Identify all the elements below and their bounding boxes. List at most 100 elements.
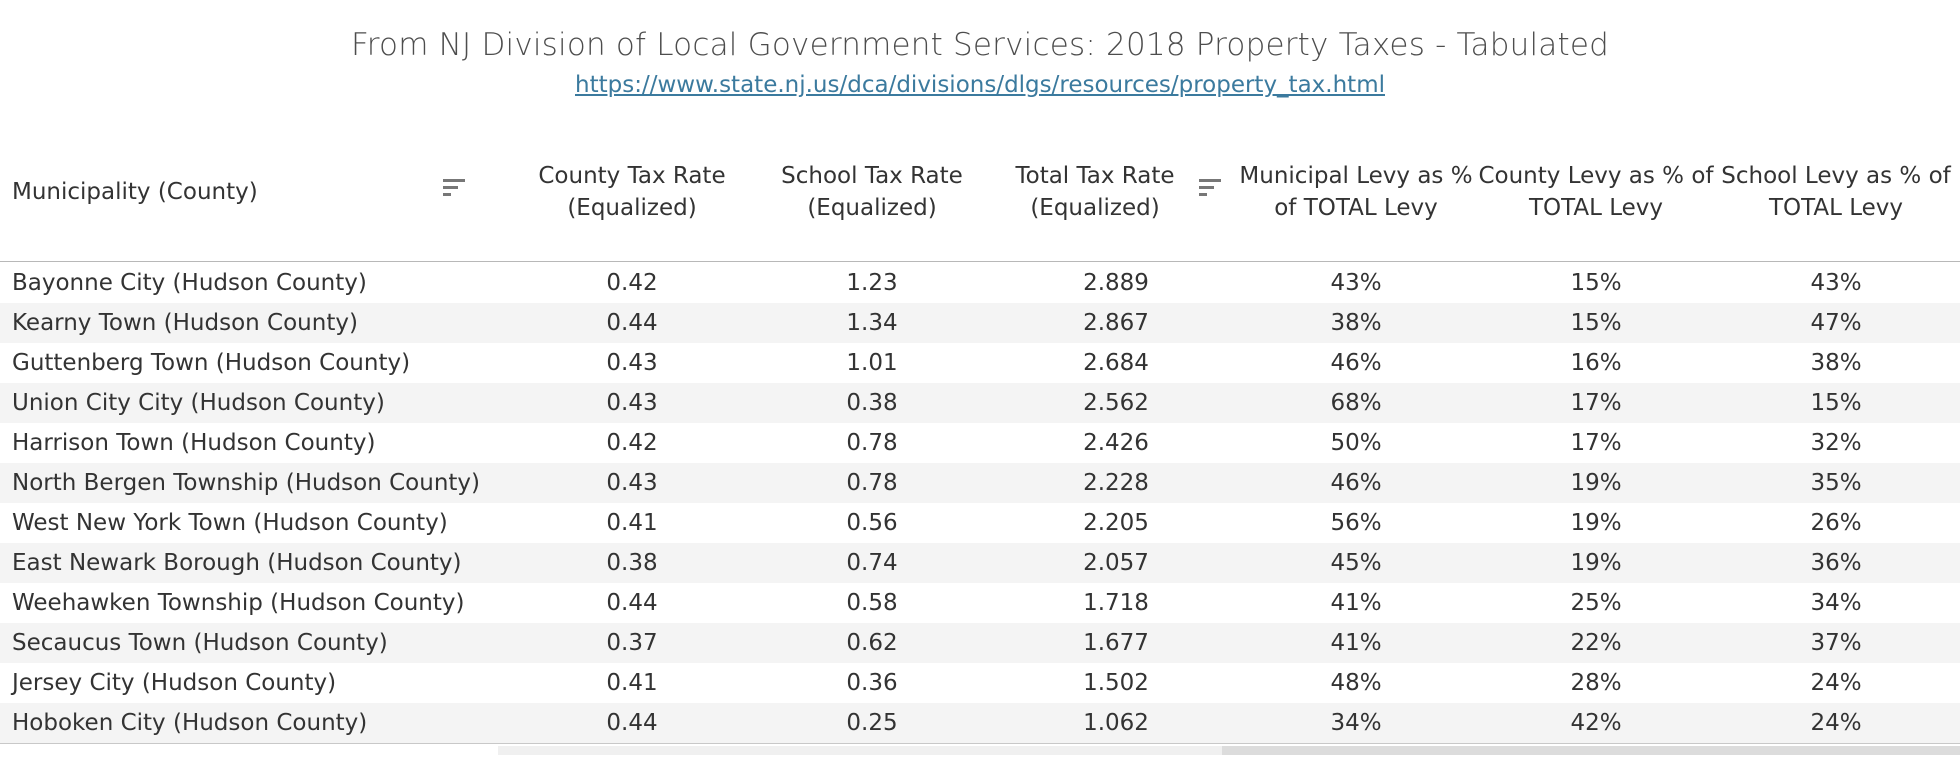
municipal-levy-cell: 68% xyxy=(1330,390,1382,416)
horizontal-scrollbar-thumb[interactable] xyxy=(1222,746,1960,755)
total-tax-rate-cell: 2.057 xyxy=(1083,550,1149,576)
table-row[interactable]: Weehawken Township (Hudson County) 0.44 0.… xyxy=(0,583,1960,623)
column-header-line: County Tax Rate xyxy=(538,163,726,189)
school-levy-cell: 15% xyxy=(1810,390,1862,416)
total-tax-rate-cell: 2.205 xyxy=(1083,510,1149,536)
column-header-school-levy[interactable]: School Levy as % of TOTAL Levy xyxy=(1716,160,1956,224)
column-header-county-tax-rate[interactable]: County Tax Rate (Equalized) xyxy=(522,160,742,224)
school-tax-rate-cell: 0.58 xyxy=(846,590,898,616)
column-header-line: TOTAL Levy xyxy=(1768,195,1904,221)
county-levy-cell: 16% xyxy=(1570,350,1622,376)
county-tax-rate-cell: 0.42 xyxy=(606,430,658,456)
total-tax-rate-cell: 2.562 xyxy=(1083,390,1149,416)
total-tax-rate-cell: 1.062 xyxy=(1083,710,1149,736)
total-tax-rate-cell: 1.718 xyxy=(1083,590,1149,616)
table-row[interactable]: Bayonne City (Hudson County) 0.42 1.23 2.88… xyxy=(0,263,1960,303)
school-tax-rate-cell: 0.56 xyxy=(846,510,898,536)
county-tax-rate-cell: 0.37 xyxy=(606,630,658,656)
municipality-cell: Bayonne City (Hudson County) xyxy=(12,270,367,296)
school-tax-rate-cell: 0.78 xyxy=(846,430,898,456)
school-levy-cell: 37% xyxy=(1810,630,1862,656)
table-row[interactable]: Harrison Town (Hudson County) 0.42 0.78 2.4… xyxy=(0,423,1960,463)
table-row[interactable]: East Newark Borough (Hudson County) 0.38 0… xyxy=(0,543,1960,583)
county-levy-cell: 17% xyxy=(1570,430,1622,456)
sort-descending-icon[interactable] xyxy=(443,177,467,197)
municipality-cell: East Newark Borough (Hudson County) xyxy=(12,550,462,576)
municipality-cell: Secaucus Town (Hudson County) xyxy=(12,630,388,656)
table-body: Bayonne City (Hudson County) 0.42 1.23 2.88… xyxy=(0,263,1960,743)
table-bottom-divider xyxy=(0,743,1960,744)
county-tax-rate-cell: 0.44 xyxy=(606,710,658,736)
school-tax-rate-cell: 0.36 xyxy=(846,670,898,696)
county-tax-rate-cell: 0.41 xyxy=(606,670,658,696)
municipal-levy-cell: 56% xyxy=(1330,510,1382,536)
school-tax-rate-cell: 1.34 xyxy=(846,310,898,336)
municipality-cell: Kearny Town (Hudson County) xyxy=(12,310,358,336)
column-header-line: (Equalized) xyxy=(1030,195,1160,221)
school-levy-cell: 32% xyxy=(1810,430,1862,456)
table-row[interactable]: Secaucus Town (Hudson County) 0.37 0.62 1.6… xyxy=(0,623,1960,663)
table-row[interactable]: North Bergen Township (Hudson County) 0.4… xyxy=(0,463,1960,503)
sort-descending-icon[interactable] xyxy=(1199,177,1223,197)
county-tax-rate-cell: 0.41 xyxy=(606,510,658,536)
school-tax-rate-cell: 0.78 xyxy=(846,470,898,496)
school-levy-cell: 38% xyxy=(1810,350,1862,376)
total-tax-rate-cell: 2.889 xyxy=(1083,270,1149,296)
column-header-line: Municipal Levy as % xyxy=(1239,163,1473,189)
column-header-municipality[interactable]: Municipality (County) xyxy=(12,176,432,208)
municipality-cell: Jersey City (Hudson County) xyxy=(12,670,337,696)
school-levy-cell: 24% xyxy=(1810,670,1862,696)
municipal-levy-cell: 38% xyxy=(1330,310,1382,336)
municipal-levy-cell: 48% xyxy=(1330,670,1382,696)
total-tax-rate-cell: 1.502 xyxy=(1083,670,1149,696)
header-divider xyxy=(0,261,1960,262)
total-tax-rate-cell: 2.228 xyxy=(1083,470,1149,496)
municipal-levy-cell: 34% xyxy=(1330,710,1382,736)
municipal-levy-cell: 46% xyxy=(1330,350,1382,376)
table-row[interactable]: Jersey City (Hudson County) 0.41 0.36 1.502… xyxy=(0,663,1960,703)
county-tax-rate-cell: 0.43 xyxy=(606,350,658,376)
school-levy-cell: 43% xyxy=(1810,270,1862,296)
county-levy-cell: 22% xyxy=(1570,630,1622,656)
column-header-label: Municipality (County) xyxy=(12,179,258,205)
column-header-county-levy[interactable]: County Levy as % of TOTAL Levy xyxy=(1476,160,1716,224)
municipality-cell: Harrison Town (Hudson County) xyxy=(12,430,376,456)
school-levy-cell: 35% xyxy=(1810,470,1862,496)
municipality-cell: North Bergen Township (Hudson County) xyxy=(12,470,480,496)
municipality-cell: Weehawken Township (Hudson County) xyxy=(12,590,465,616)
school-tax-rate-cell: 0.25 xyxy=(846,710,898,736)
page-title: From NJ Division of Local Government Ser… xyxy=(351,27,1609,63)
county-tax-rate-cell: 0.43 xyxy=(606,390,658,416)
table-row[interactable]: Hoboken City (Hudson County) 0.44 0.25 1.06… xyxy=(0,703,1960,743)
column-header-total-tax-rate[interactable]: Total Tax Rate (Equalized) xyxy=(995,160,1195,224)
municipality-cell: Guttenberg Town (Hudson County) xyxy=(12,350,411,376)
county-levy-cell: 15% xyxy=(1570,310,1622,336)
column-header-line: (Equalized) xyxy=(807,195,937,221)
column-header-municipal-levy[interactable]: Municipal Levy as % of TOTAL Levy xyxy=(1236,160,1476,224)
municipal-levy-cell: 45% xyxy=(1330,550,1382,576)
school-tax-rate-cell: 0.74 xyxy=(846,550,898,576)
table-row[interactable]: West New York Town (Hudson County) 0.41 0.… xyxy=(0,503,1960,543)
column-header-line: School Tax Rate xyxy=(781,163,963,189)
county-tax-rate-cell: 0.43 xyxy=(606,470,658,496)
county-levy-cell: 19% xyxy=(1570,470,1622,496)
municipal-levy-cell: 43% xyxy=(1330,270,1382,296)
column-header-school-tax-rate[interactable]: School Tax Rate (Equalized) xyxy=(762,160,982,224)
column-header-line: TOTAL Levy xyxy=(1528,195,1664,221)
source-link-container: https://www.state.nj.us/dca/divisions/dl… xyxy=(0,72,1960,98)
county-levy-cell: 19% xyxy=(1570,550,1622,576)
table-row[interactable]: Kearny Town (Hudson County) 0.44 1.34 2.867… xyxy=(0,303,1960,343)
source-link[interactable]: https://www.state.nj.us/dca/divisions/dl… xyxy=(575,72,1385,98)
school-levy-cell: 24% xyxy=(1810,710,1862,736)
total-tax-rate-cell: 1.677 xyxy=(1083,630,1149,656)
municipal-levy-cell: 41% xyxy=(1330,630,1382,656)
municipal-levy-cell: 41% xyxy=(1330,590,1382,616)
municipality-cell: West New York Town (Hudson County) xyxy=(12,510,448,536)
table-row[interactable]: Union City City (Hudson County) 0.43 0.38 2… xyxy=(0,383,1960,423)
column-header-line: of TOTAL Levy xyxy=(1274,195,1438,221)
school-tax-rate-cell: 0.38 xyxy=(846,390,898,416)
county-levy-cell: 17% xyxy=(1570,390,1622,416)
school-levy-cell: 34% xyxy=(1810,590,1862,616)
school-levy-cell: 26% xyxy=(1810,510,1862,536)
table-row[interactable]: Guttenberg Town (Hudson County) 0.43 1.01 2… xyxy=(0,343,1960,383)
